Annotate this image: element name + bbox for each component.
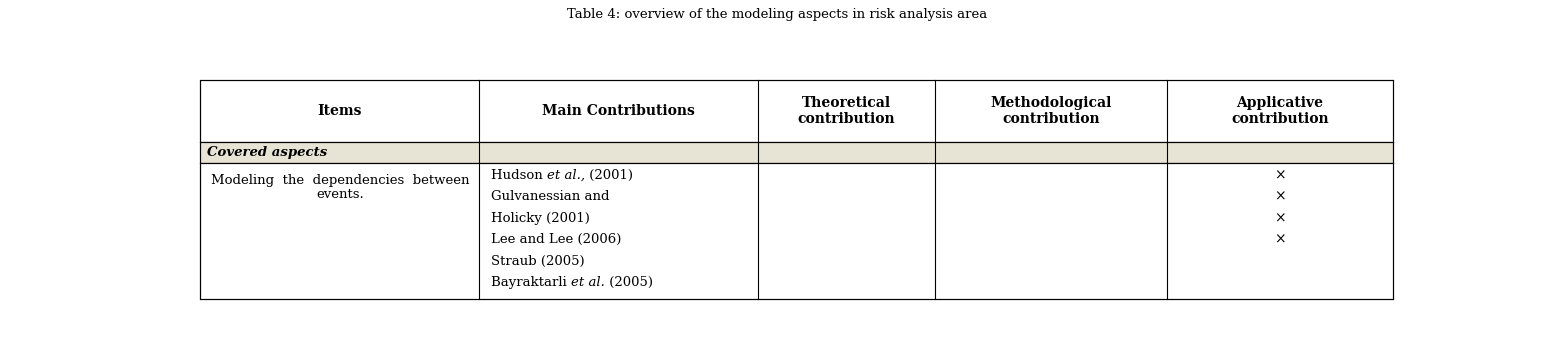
Bar: [200, 142, 1392, 163]
Text: Modeling  the  dependencies  between: Modeling the dependencies between: [210, 174, 469, 187]
Text: Theoretical
contribution: Theoretical contribution: [797, 96, 895, 126]
Text: et al.: et al.: [572, 276, 605, 290]
Text: ×: ×: [1274, 233, 1285, 247]
Text: (2005): (2005): [605, 276, 653, 290]
Text: Table 4: overview of the modeling aspects in risk analysis area: Table 4: overview of the modeling aspect…: [567, 8, 987, 21]
Text: events.: events.: [315, 188, 364, 201]
Text: Lee and Lee (2006): Lee and Lee (2006): [491, 233, 622, 246]
Text: Hudson: Hudson: [491, 168, 547, 181]
Text: ×: ×: [1274, 168, 1285, 182]
Text: ×: ×: [1274, 190, 1285, 204]
Text: Main Contributions: Main Contributions: [542, 104, 695, 118]
Text: Gulvanessian and: Gulvanessian and: [491, 190, 609, 203]
Text: Holicky (2001): Holicky (2001): [491, 212, 591, 225]
Bar: [200, 80, 1392, 142]
Text: Items: Items: [317, 104, 362, 118]
Text: Applicative
contribution: Applicative contribution: [1231, 96, 1329, 126]
Text: et al.,: et al.,: [547, 168, 586, 181]
Text: Methodological
contribution: Methodological contribution: [990, 96, 1111, 126]
Bar: [200, 163, 1392, 299]
Text: Straub (2005): Straub (2005): [491, 255, 584, 268]
Text: Covered aspects: Covered aspects: [208, 146, 328, 159]
Text: (2001): (2001): [586, 168, 634, 181]
Text: ×: ×: [1274, 211, 1285, 225]
Text: Bayraktarli: Bayraktarli: [491, 276, 572, 290]
